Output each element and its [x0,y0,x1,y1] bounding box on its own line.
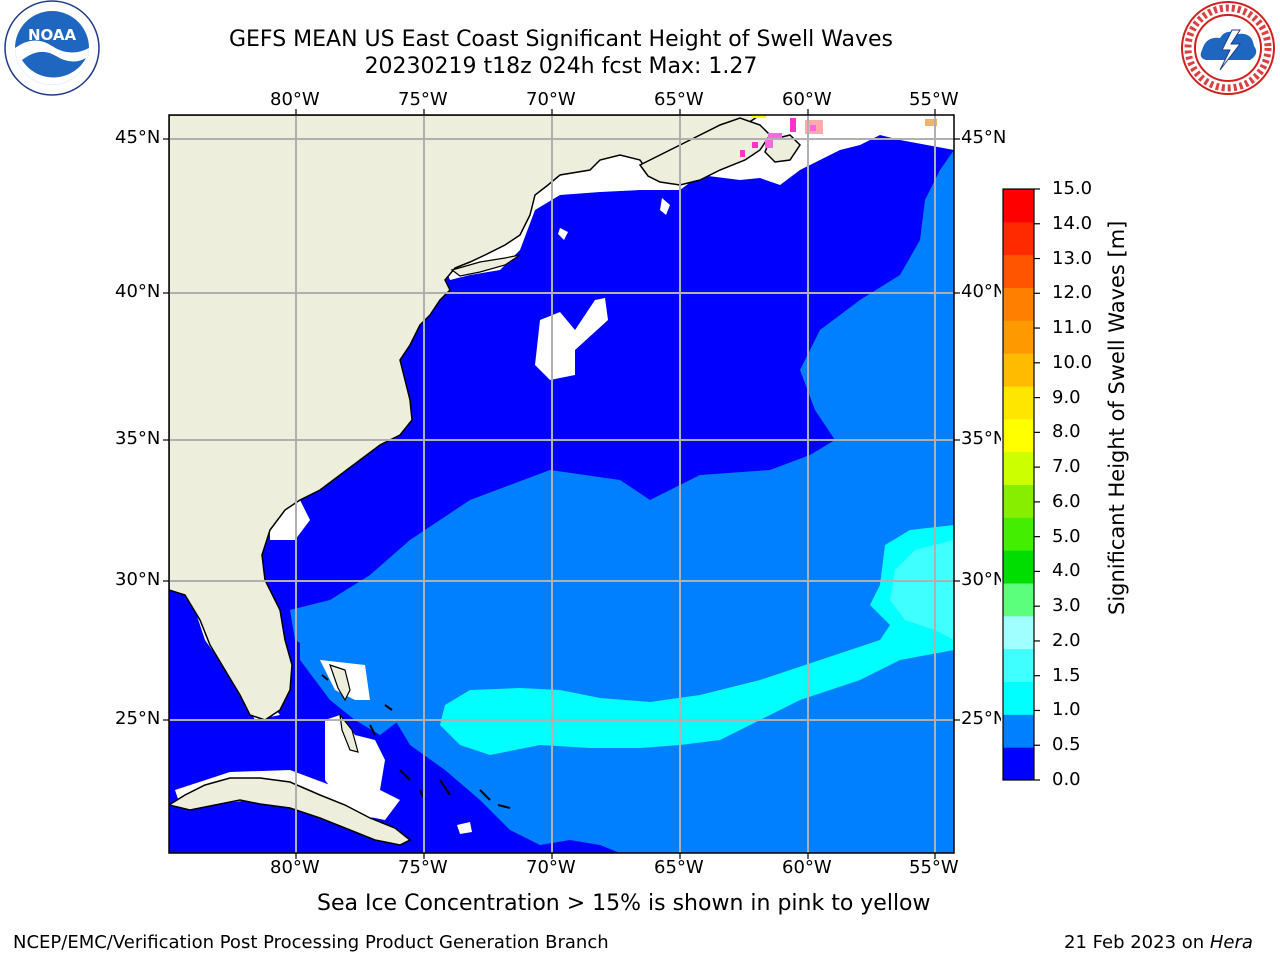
sea-ice-markers [740,115,937,157]
no-data-bahamas-south [325,715,400,820]
land-bahamas [329,664,359,753]
lon-label-top: 70°W [526,89,576,110]
colorbar-tick-label: 1.5 [1052,664,1081,686]
noaa-logo: NOAA [0,0,104,100]
lon-label-bottom: 80°W [270,857,320,878]
no-data-patch [558,228,568,240]
sea-ice-note: Sea Ice Concentration > 15% is shown in … [317,891,931,916]
lat-label-right: 45°N [961,127,1007,148]
lon-label-bottom: 65°W [654,857,704,878]
colorbar-tick-label: 9.0 [1052,386,1081,408]
colorbar-tick-label: 12.0 [1052,282,1093,304]
colorbar-tick-label: 0.5 [1052,734,1081,756]
colorbar-segment [1003,418,1034,453]
colorbar-frame [1002,188,1035,781]
colorbar-tick-label: 0.0 [1052,769,1081,790]
lon-label-top: 55°W [909,89,959,110]
land-long-island [450,254,521,277]
lat-label-left: 45°N [115,127,161,148]
colorbar-title: Significant Height of Swell Waves [m] [1105,220,1129,615]
colorbar-tick-label: 7.0 [1052,456,1081,478]
lon-label-top: 80°W [270,89,320,110]
colorbar-tick-label: 8.0 [1052,421,1081,443]
lon-label-top: 60°W [782,89,832,110]
colorbar-segment [1003,254,1034,288]
machine-name: Hera [1209,932,1253,953]
lon-label-bottom: 55°W [909,857,959,878]
map-ticks [163,109,960,859]
lat-label-right: 25°N [961,708,1001,729]
swell-patch [553,620,586,638]
colorbar-segment [1003,517,1034,551]
lat-label-left: 40°N [115,281,161,302]
colorbar-segment [1003,484,1034,518]
colorbar-segment [1003,681,1034,715]
lon-label-bottom: 60°W [782,857,832,878]
colorbar-segment [1003,550,1034,584]
credit-text: NCEP/EMC/Verification Post Processing Pr… [13,932,609,953]
colorbar [1003,188,1040,781]
lat-label-right: 40°N [961,281,1001,302]
nws-logo [1176,0,1280,100]
colorbar-tick-label: 6.0 [1052,490,1081,512]
colorbar-segment [1003,353,1034,387]
lon-label-top: 75°W [398,89,448,110]
colorbar-segment [1003,714,1034,748]
swell-band-1.5-2.0 [890,540,954,640]
land-nova-scotia [638,117,771,186]
lat-label-left: 35°N [115,428,161,449]
map-frame [168,114,955,854]
colorbar-tick-label: 11.0 [1052,317,1093,339]
colorbar-segment [1003,583,1034,617]
gridlines [169,115,954,853]
lat-label-left: 25°N [115,708,161,729]
lon-label-top: 65°W [654,89,704,110]
land-cape-breton [764,134,801,163]
colorbar-segment [1003,189,1034,223]
colorbar-segment [1003,320,1034,354]
colorbar-tick-label: 10.0 [1052,351,1093,373]
no-data-patch [660,198,670,215]
colorbar-tick-label: 4.0 [1052,560,1081,582]
lon-label-bottom: 70°W [526,857,576,878]
no-data-patch [535,298,608,380]
colorbar-tick-label: 5.0 [1052,525,1081,547]
colorbar-segment [1003,747,1034,781]
land-cuba [169,777,412,846]
noaa-logo-text: NOAA [28,26,77,44]
colorbar-segment [1003,221,1034,256]
colorbar-segment [1003,648,1034,682]
lon-label-bottom: 75°W [398,857,448,878]
colorbar-tick-label: 15.0 [1052,178,1093,199]
lat-label-right: 35°N [961,428,1001,449]
island-chain [321,674,511,809]
colorbar-tick-label: 2.0 [1052,629,1081,651]
lat-label-right: 30°N [961,569,1001,590]
colorbar-tick-label: 3.0 [1052,595,1081,617]
colorbar-segment [1003,386,1034,420]
date-stamp: 21 Feb 2023 on Hera [1064,932,1253,953]
no-data-patch [457,822,472,834]
colorbar-segment [1003,615,1034,650]
date-text: 21 Feb 2023 on [1064,932,1210,953]
colorbar-tick-label: 14.0 [1052,212,1093,234]
colorbar-segment [1003,451,1034,485]
swell-band-1.0-1.5 [440,525,954,755]
chart-title: GEFS MEAN US East Coast Significant Heig… [228,27,894,52]
colorbar-tick-label: 13.0 [1052,247,1093,269]
land-north-america [169,115,762,721]
colorbar-tick-label: 1.0 [1052,699,1081,721]
colorbar-segment [1003,287,1034,321]
chart-subtitle: 20230219 t18z 024h fcst Max: 1.27 [364,54,758,79]
lat-label-left: 30°N [115,569,161,590]
